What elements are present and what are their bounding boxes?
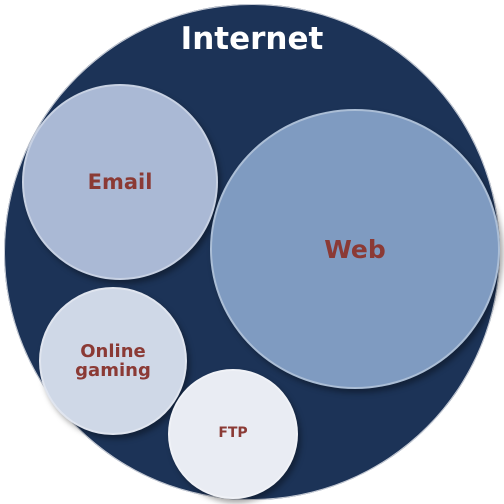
online-gaming-label: Online gaming (75, 340, 151, 381)
web-label: Web (324, 234, 386, 264)
email-label: Email (87, 169, 153, 194)
email-circle (22, 84, 218, 280)
online-gaming-circle (39, 287, 187, 435)
internet-title: Internet (180, 21, 324, 58)
web-circle (210, 109, 500, 389)
ftp-circle (168, 369, 298, 499)
ftp-label: FTP (218, 425, 248, 442)
